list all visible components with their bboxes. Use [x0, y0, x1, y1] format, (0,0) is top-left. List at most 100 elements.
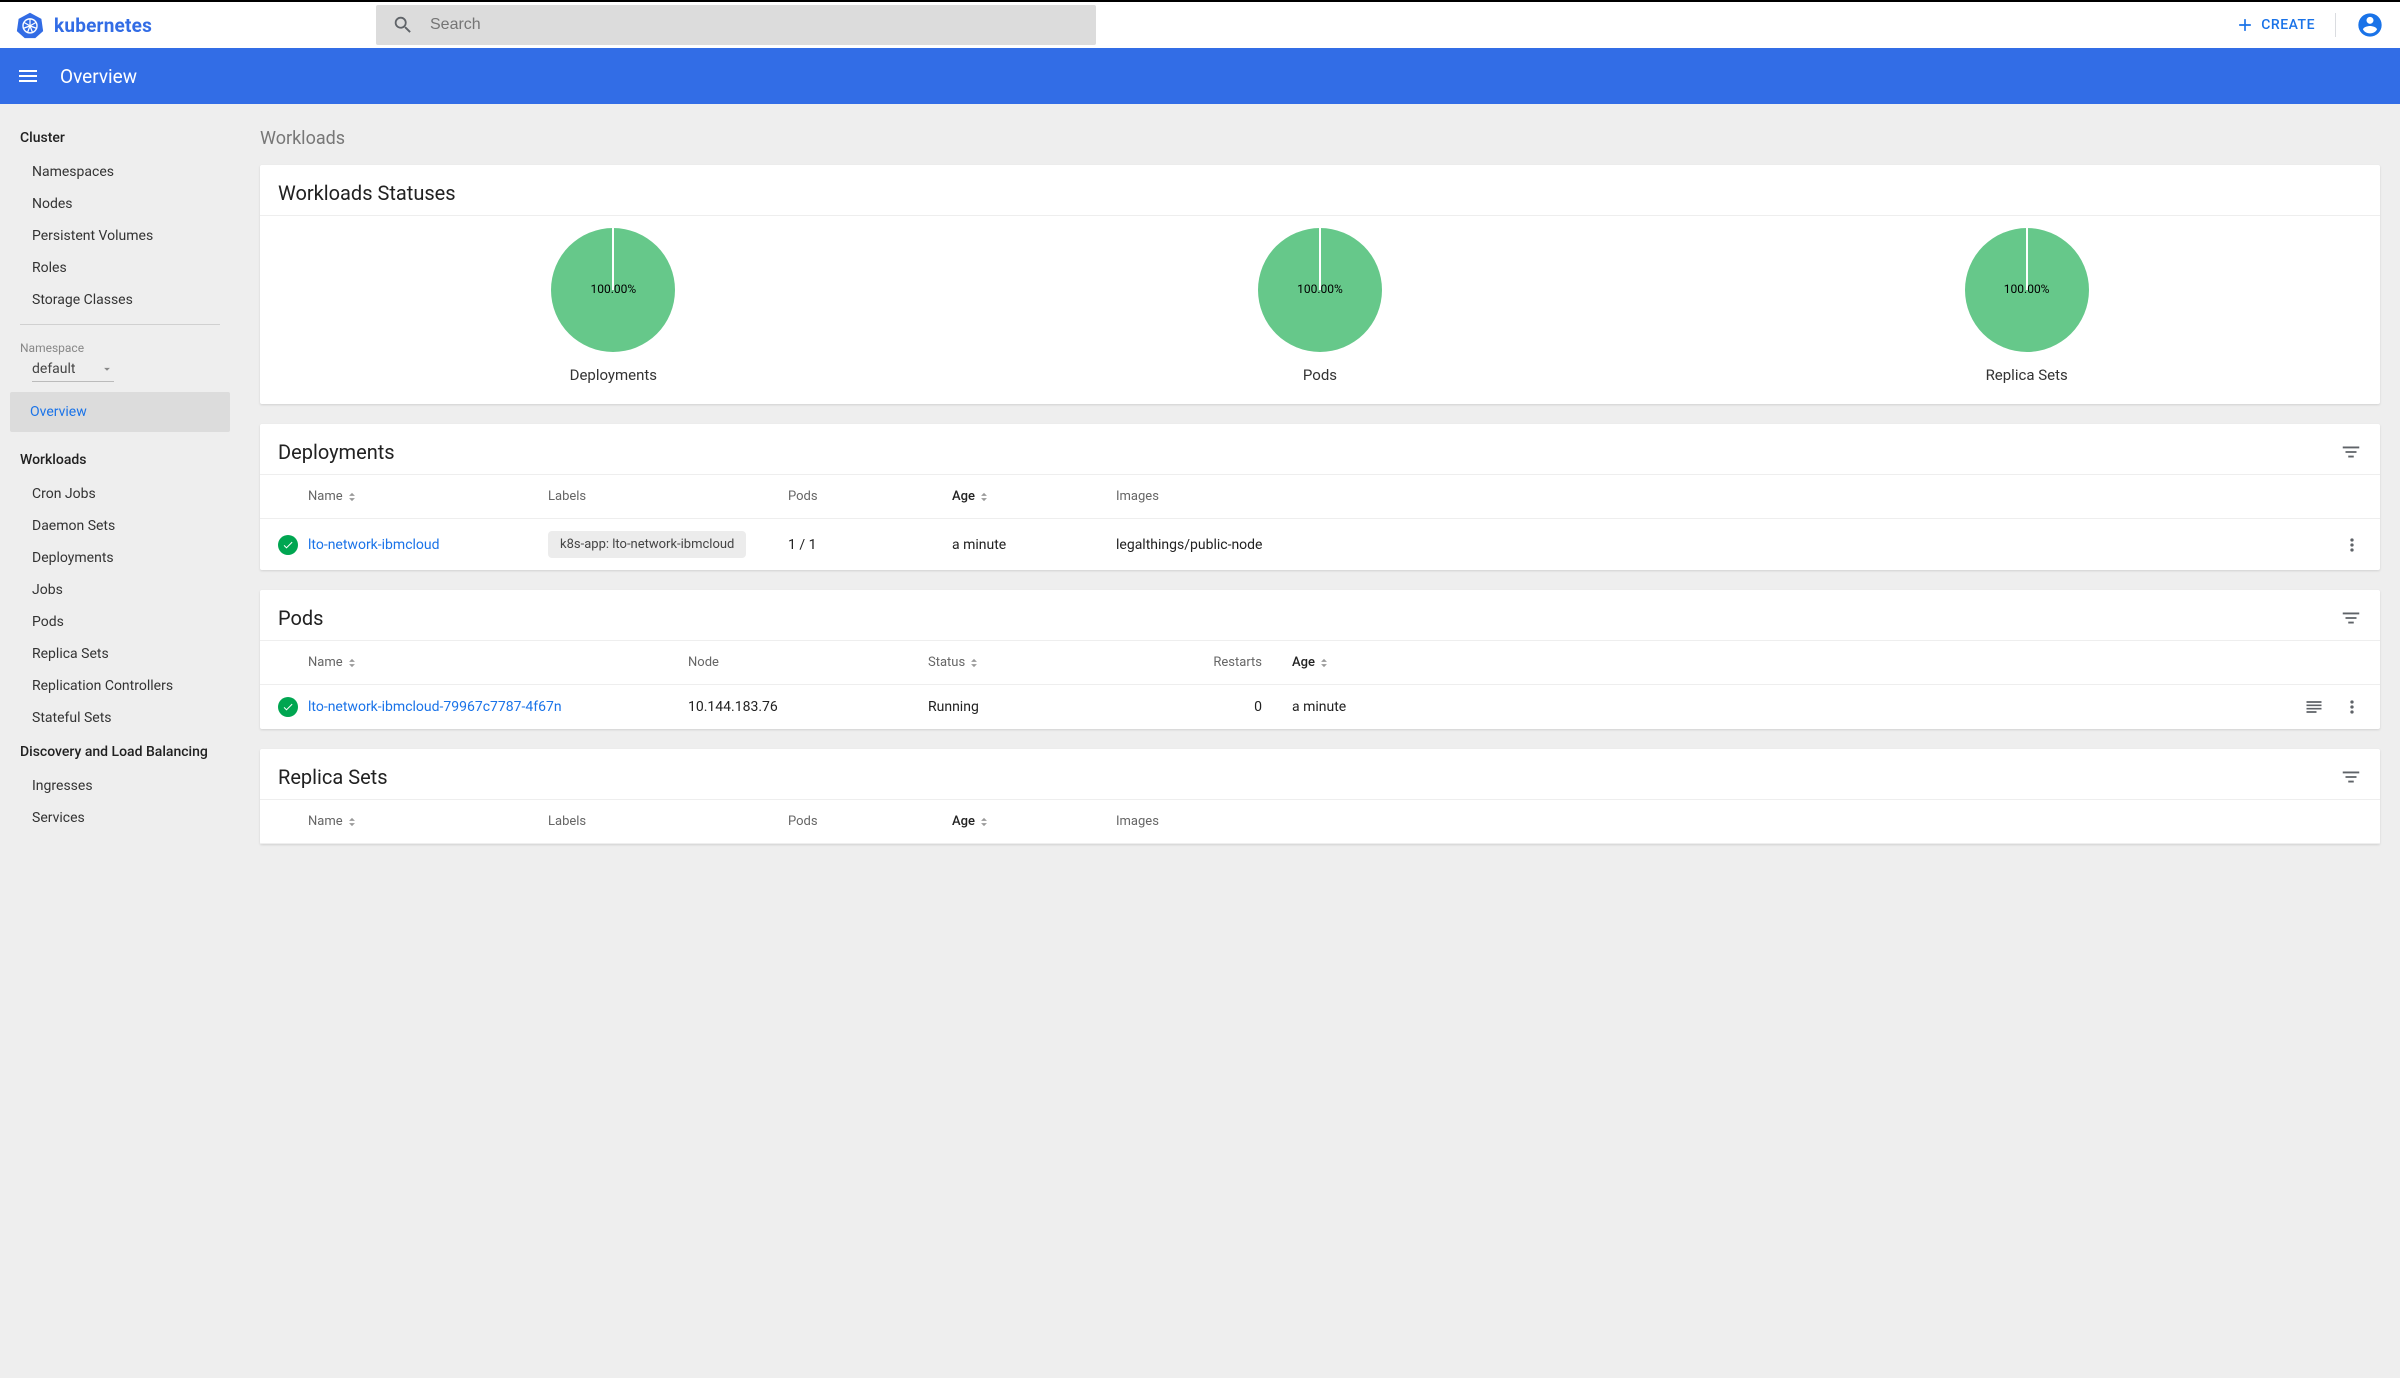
- sidebar-divider: [20, 324, 220, 325]
- sidebar-item-replication-controllers[interactable]: Replication Controllers: [0, 670, 240, 702]
- pod-status: Running: [928, 699, 1168, 715]
- filter-icon[interactable]: [2340, 766, 2362, 788]
- pod-age: a minute: [1262, 699, 1382, 715]
- sort-icon: [345, 656, 359, 670]
- donut-pct: 100.00%: [551, 282, 675, 296]
- sidebar-item-ingresses[interactable]: Ingresses: [0, 770, 240, 802]
- col-images[interactable]: Images: [1116, 814, 1159, 829]
- account-icon[interactable]: [2356, 11, 2384, 39]
- create-button[interactable]: CREATE: [2235, 15, 2315, 35]
- pod-node: 10.144.183.76: [688, 699, 928, 715]
- namespace-value: default: [32, 361, 76, 377]
- donut-caption: Deployments: [570, 366, 657, 384]
- sort-icon: [345, 815, 359, 829]
- pods-header: Name Node Status Restarts Age: [260, 640, 2380, 685]
- deployment-pods: 1 / 1: [788, 537, 952, 553]
- sidebar-item-nodes[interactable]: Nodes: [0, 188, 240, 220]
- sort-icon: [977, 815, 991, 829]
- more-icon[interactable]: [2342, 535, 2362, 555]
- create-label: CREATE: [2261, 17, 2315, 33]
- col-labels[interactable]: Labels: [548, 814, 586, 829]
- sort-icon: [967, 656, 981, 670]
- sidebar: Cluster Namespaces Nodes Persistent Volu…: [0, 104, 240, 904]
- deployment-images: legalthings/public-node: [1116, 537, 2312, 553]
- sort-icon: [345, 490, 359, 504]
- sidebar-item-daemon-sets[interactable]: Daemon Sets: [0, 510, 240, 542]
- col-age[interactable]: Age: [952, 814, 975, 829]
- deployment-name-link[interactable]: lto-network-ibmcloud: [308, 537, 440, 553]
- sidebar-item-storage-classes[interactable]: Storage Classes: [0, 284, 240, 316]
- app-bar: Overview: [0, 48, 2400, 104]
- menu-icon[interactable]: [16, 64, 40, 88]
- namespace-select[interactable]: default: [32, 361, 114, 382]
- logo[interactable]: kubernetes: [16, 11, 376, 39]
- col-restarts[interactable]: Restarts: [1213, 655, 1262, 670]
- col-images[interactable]: Images: [1116, 489, 1159, 504]
- donut-caption: Replica Sets: [1986, 366, 2068, 384]
- pods-card: Pods Name Node Status Restarts Age lto-n…: [260, 590, 2380, 729]
- col-pods[interactable]: Pods: [788, 814, 818, 829]
- status-ok-icon: [278, 535, 298, 555]
- status-ok-icon: [278, 697, 298, 717]
- col-labels[interactable]: Labels: [548, 489, 586, 504]
- filter-icon[interactable]: [2340, 441, 2362, 463]
- col-status[interactable]: Status: [928, 655, 965, 670]
- replicasets-title: Replica Sets: [278, 765, 388, 789]
- col-name[interactable]: Name: [308, 814, 343, 829]
- sidebar-item-jobs[interactable]: Jobs: [0, 574, 240, 606]
- search-icon: [392, 14, 414, 36]
- donut-pct: 100.00%: [1258, 282, 1382, 296]
- top-bar: kubernetes CREATE: [0, 0, 2400, 48]
- statuses-charts: 100.00%Deployments100.00%Pods100.00%Repl…: [260, 215, 2380, 404]
- namespace-label: Namespace: [0, 333, 240, 355]
- sidebar-section-cluster: Cluster: [0, 120, 240, 156]
- sidebar-item-overview[interactable]: Overview: [10, 392, 230, 432]
- replicasets-card: Replica Sets Name Labels Pods Age Images: [260, 749, 2380, 844]
- main-content: Workloads Workloads Statuses 100.00%Depl…: [240, 104, 2400, 904]
- plus-icon: [2235, 15, 2255, 35]
- sidebar-section-workloads: Workloads: [0, 442, 240, 478]
- col-node[interactable]: Node: [688, 655, 719, 670]
- search-input[interactable]: [430, 16, 1080, 34]
- col-age[interactable]: Age: [1292, 655, 1315, 670]
- sidebar-item-roles[interactable]: Roles: [0, 252, 240, 284]
- sidebar-item-services[interactable]: Services: [0, 802, 240, 834]
- sidebar-item-persistent-volumes[interactable]: Persistent Volumes: [0, 220, 240, 252]
- label-chip: k8s-app: lto-network-ibmcloud: [548, 531, 746, 558]
- col-age[interactable]: Age: [952, 489, 975, 504]
- deployment-row: lto-network-ibmcloud k8s-app: lto-network…: [260, 519, 2380, 570]
- sort-icon: [977, 490, 991, 504]
- sidebar-item-replica-sets[interactable]: Replica Sets: [0, 638, 240, 670]
- sidebar-item-namespaces[interactable]: Namespaces: [0, 156, 240, 188]
- donut-pct: 100.00%: [1965, 282, 2089, 296]
- search-box[interactable]: [376, 5, 1096, 45]
- deployments-card: Deployments Name Labels Pods Age Images …: [260, 424, 2380, 570]
- statuses-title: Workloads Statuses: [278, 181, 456, 205]
- donut-pods: 100.00%Pods: [1258, 228, 1382, 384]
- more-icon[interactable]: [2342, 697, 2362, 717]
- chevron-down-icon: [100, 362, 114, 376]
- sidebar-item-pods[interactable]: Pods: [0, 606, 240, 638]
- page-title: Overview: [60, 65, 137, 88]
- replicasets-header: Name Labels Pods Age Images: [260, 799, 2380, 844]
- logs-icon[interactable]: [2304, 697, 2324, 717]
- filter-icon[interactable]: [2340, 607, 2362, 629]
- donut-replica-sets: 100.00% Replica Sets: [1965, 228, 2089, 384]
- col-pods[interactable]: Pods: [788, 489, 818, 504]
- sidebar-item-stateful-sets[interactable]: Stateful Sets: [0, 702, 240, 734]
- sidebar-item-cron-jobs[interactable]: Cron Jobs: [0, 478, 240, 510]
- logo-text: kubernetes: [54, 14, 152, 37]
- kubernetes-logo-icon: [16, 11, 44, 39]
- deployment-age: a minute: [952, 537, 1116, 553]
- col-name[interactable]: Name: [308, 489, 343, 504]
- col-name[interactable]: Name: [308, 655, 343, 670]
- deployments-header: Name Labels Pods Age Images: [260, 474, 2380, 519]
- sidebar-item-deployments[interactable]: Deployments: [0, 542, 240, 574]
- donut-deployments: 100.00% Deployments: [551, 228, 675, 384]
- pod-name-link[interactable]: lto-network-ibmcloud-79967c7787-4f67n: [308, 699, 562, 715]
- sidebar-section-discovery: Discovery and Load Balancing: [0, 734, 240, 770]
- statuses-card: Workloads Statuses 100.00%Deployments100…: [260, 165, 2380, 404]
- deployments-title: Deployments: [278, 440, 395, 464]
- pod-row: lto-network-ibmcloud-79967c7787-4f67n 10.…: [260, 685, 2380, 729]
- divider: [2335, 13, 2336, 37]
